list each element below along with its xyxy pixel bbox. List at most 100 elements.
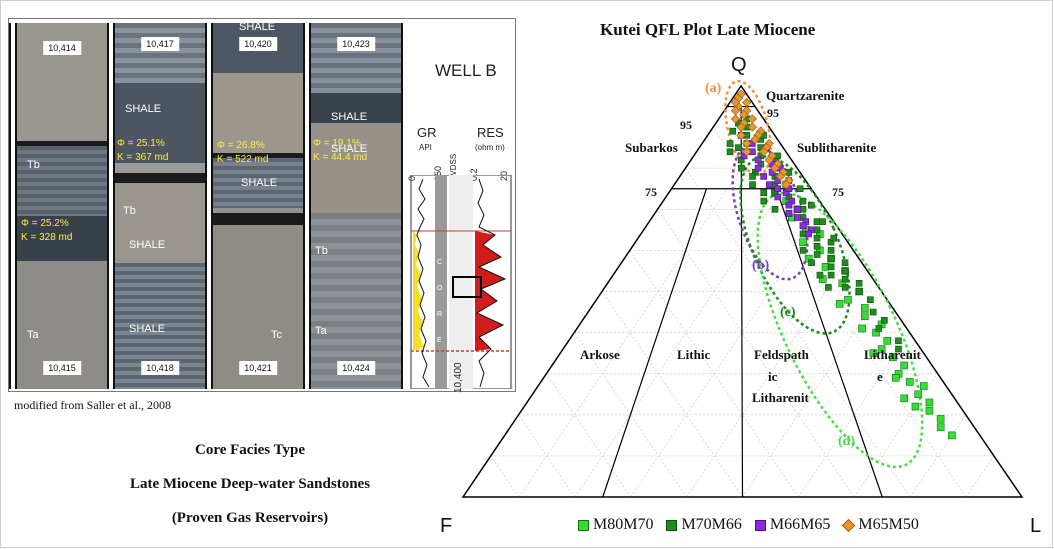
- core-letter: C: [437, 259, 443, 266]
- core-separator: [401, 23, 407, 389]
- data-point: [835, 300, 844, 308]
- data-point: [869, 308, 877, 316]
- envelope-c: [739, 155, 851, 335]
- core-depth-bottom: 10,421: [239, 361, 277, 375]
- core-letter: E: [437, 337, 442, 344]
- gr-label: GR: [417, 125, 437, 140]
- data-point: [781, 179, 791, 190]
- core-segment-3: 10,420 10,421 SHALE SHALE Tc Φ = 26.8% K…: [213, 23, 303, 389]
- legend-item: M65M50: [842, 516, 919, 534]
- boundary-f-l-1: [602, 188, 708, 498]
- data-point: [739, 110, 749, 120]
- gr-unit: API: [419, 143, 432, 152]
- core-depth-top: 10,417: [141, 37, 179, 51]
- field-subarkos: Subarkos: [625, 140, 678, 155]
- legend-item: M70M66: [666, 516, 742, 534]
- porosity-value: Φ = 25.1%: [117, 138, 165, 149]
- envelope-label-c: (c): [780, 305, 796, 320]
- data-point: [905, 378, 914, 386]
- grid-line: [630, 209, 826, 498]
- data-point: [855, 288, 863, 295]
- core-depth-bottom: 10,424: [337, 361, 375, 375]
- data-point: [730, 97, 741, 108]
- field-lithic: Lithic: [677, 347, 711, 362]
- data-point: [830, 234, 838, 242]
- core-separator: [205, 23, 213, 389]
- shale-label: SHALE: [129, 239, 166, 251]
- data-point: [925, 398, 934, 407]
- data-point: [794, 214, 801, 221]
- res-label: RES: [477, 125, 504, 140]
- data-point: [799, 238, 807, 246]
- data-point: [747, 114, 757, 124]
- data-point: [730, 105, 741, 116]
- well-log: WELL B GR API RES (ohm m) 0 150 ft TVDSS…: [407, 23, 513, 393]
- permeability-value: K = 328 md: [21, 232, 73, 243]
- data-point: [895, 337, 902, 345]
- log-tracks: [410, 175, 512, 389]
- data-point: [799, 197, 807, 205]
- envelope-label-d: (d): [838, 434, 856, 449]
- field-litharenite: Litharenit: [864, 347, 921, 362]
- data-point: [766, 181, 773, 188]
- well-title: WELL B: [435, 61, 497, 80]
- core-depth-bottom: 10,415: [43, 361, 81, 375]
- legend-swatch: [666, 519, 678, 531]
- permeability-value: K = 522 md: [217, 154, 269, 165]
- data-point: [771, 206, 779, 213]
- tick-label: 95: [767, 106, 779, 120]
- data-point: [785, 201, 793, 209]
- data-point: [936, 423, 945, 431]
- data-point: [891, 374, 900, 382]
- data-point: [813, 218, 821, 225]
- data-point: [735, 144, 742, 151]
- data-point: [764, 155, 774, 165]
- legend-item: M66M65: [754, 516, 830, 534]
- data-point: [827, 271, 835, 279]
- data-point: [749, 173, 756, 180]
- legend-swatch: [754, 519, 766, 531]
- data-point: [775, 171, 786, 182]
- data-point: [785, 210, 793, 217]
- data-point: [799, 222, 807, 230]
- tick-label: 95: [680, 118, 692, 132]
- apex-l: L: [1030, 515, 1042, 537]
- data-point: [813, 242, 821, 250]
- grid-line: [601, 291, 743, 498]
- caption-line-3: (Proven Gas Reservoirs): [171, 510, 329, 526]
- envelope-label-a: (a): [705, 81, 722, 96]
- data-point: [816, 271, 824, 279]
- legend-swatch: [578, 519, 589, 531]
- data-point: [754, 156, 762, 164]
- data-point: [825, 284, 832, 291]
- data-point: [799, 247, 807, 254]
- shale-label: SHALE: [239, 23, 276, 33]
- facies-label: Ta: [315, 325, 327, 337]
- permeability-value: K = 367 md: [117, 152, 169, 163]
- grid-line: [546, 373, 632, 498]
- data-point: [875, 325, 883, 332]
- data-point: [729, 127, 737, 135]
- data-point: [760, 173, 767, 180]
- data-point: [799, 206, 807, 213]
- data-point: [919, 382, 928, 390]
- data-point: [841, 275, 849, 283]
- data-point: [841, 284, 849, 291]
- data-point: [741, 97, 752, 108]
- core-separator: [107, 23, 115, 389]
- porosity-value: Φ = 25.2%: [21, 218, 69, 229]
- data-point: [948, 431, 956, 440]
- data-point: [867, 296, 874, 304]
- chart-legend: M80M70 M70M66 M66M65 M65M50: [578, 516, 928, 536]
- data-point: [813, 226, 821, 234]
- grid-line: [573, 332, 687, 498]
- chart-title: Kutei QFL Plot Late Miocene: [600, 20, 816, 39]
- envelope-a: [724, 79, 772, 177]
- facies-label: Ta: [27, 329, 39, 341]
- facies-label: Tc: [271, 329, 282, 341]
- field-quartzarenite: Quartzarenite: [766, 88, 845, 103]
- data-point: [774, 193, 782, 201]
- core-depth-bottom: 10,418: [141, 361, 179, 375]
- data-point: [808, 201, 815, 209]
- porosity-value: Φ = 19.1%: [313, 138, 361, 149]
